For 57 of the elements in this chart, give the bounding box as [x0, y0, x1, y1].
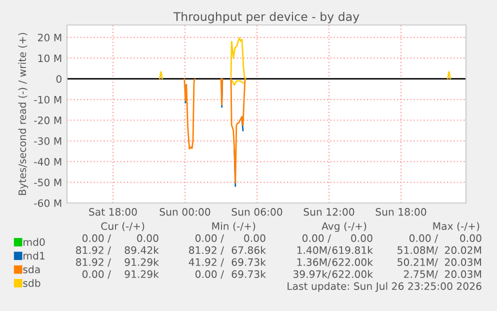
- text: Last update: Sun Jul 26 23:25:00 2026: [288, 282, 482, 292]
- text: 0.00 /: [195, 270, 224, 279]
- text: 0.00 /: [409, 234, 438, 243]
- text: 20.02M: [444, 246, 482, 254]
- text: 622.00k: [332, 258, 373, 266]
- x-tick-label: Sat 18:00: [89, 208, 137, 216]
- text: Cur (-/+): [101, 222, 144, 232]
- text: 619.81k: [332, 246, 373, 254]
- text: 69.73k: [232, 270, 266, 278]
- text: 0.00: [460, 234, 482, 242]
- text: 622.00k: [332, 270, 373, 278]
- legend-label: sdb: [23, 279, 40, 287]
- text: 0.00 /: [82, 270, 111, 279]
- text: 50.21M/: [398, 258, 438, 267]
- y-tick-label: 20 M: [38, 34, 62, 42]
- text: 81.92 /: [189, 246, 224, 255]
- x-tick-label: Sun 06:00: [232, 208, 282, 216]
- text: 0.00 /: [82, 234, 111, 243]
- y-tick-label: -10 M: [34, 96, 62, 104]
- text: 91.29k: [124, 270, 159, 278]
- y-tick-label: -60 M: [34, 199, 62, 207]
- text: Avg (-/+): [322, 222, 366, 232]
- text: 39.97k/: [293, 270, 331, 279]
- text: 0.00 /: [302, 234, 331, 243]
- y-tick-label: 10 M: [38, 54, 62, 62]
- text: 51.08M/: [398, 246, 438, 255]
- text: 0.00: [137, 234, 158, 242]
- text: 1.40M/: [297, 246, 331, 255]
- y-tick-label: -30 M: [34, 137, 62, 145]
- x-tick-label: Sun 18:00: [376, 208, 426, 216]
- legend-label: sda: [23, 265, 40, 274]
- y-tick-label: -40 M: [34, 158, 62, 166]
- text: 20.03M: [444, 270, 482, 278]
- text: 81.92 /: [76, 258, 111, 267]
- text: Min (-/+): [212, 222, 256, 232]
- x-tick-label: Sun 12:00: [304, 208, 354, 216]
- text: 20.03M: [444, 258, 482, 266]
- text: 91.29k: [124, 258, 159, 266]
- y-tick-label: -20 M: [34, 116, 62, 124]
- text: 0.00 /: [195, 234, 224, 243]
- text: 67.86k: [232, 246, 266, 254]
- text: 69.73k: [232, 258, 266, 266]
- text: 41.92 /: [188, 258, 224, 267]
- text: 89.42k: [124, 246, 159, 254]
- legend-label: md1: [24, 252, 44, 260]
- text: Max (-/+): [433, 222, 480, 232]
- y-tick-label: 0: [56, 75, 62, 83]
- text: 0.00: [351, 234, 372, 242]
- y-tick-label: -50 M: [34, 178, 62, 186]
- text: 81.92 /: [76, 246, 111, 255]
- y-axis-title: Bytes/second read (-) / write (+): [18, 32, 28, 195]
- text: 2.75M/: [404, 270, 438, 279]
- chart-title: Throughput per device - by day: [173, 12, 360, 24]
- x-tick-label: Sun 00:00: [160, 208, 210, 216]
- legend-label: md0: [24, 238, 45, 246]
- text: 1.36M/: [297, 258, 331, 267]
- text: 0.00: [244, 234, 266, 242]
